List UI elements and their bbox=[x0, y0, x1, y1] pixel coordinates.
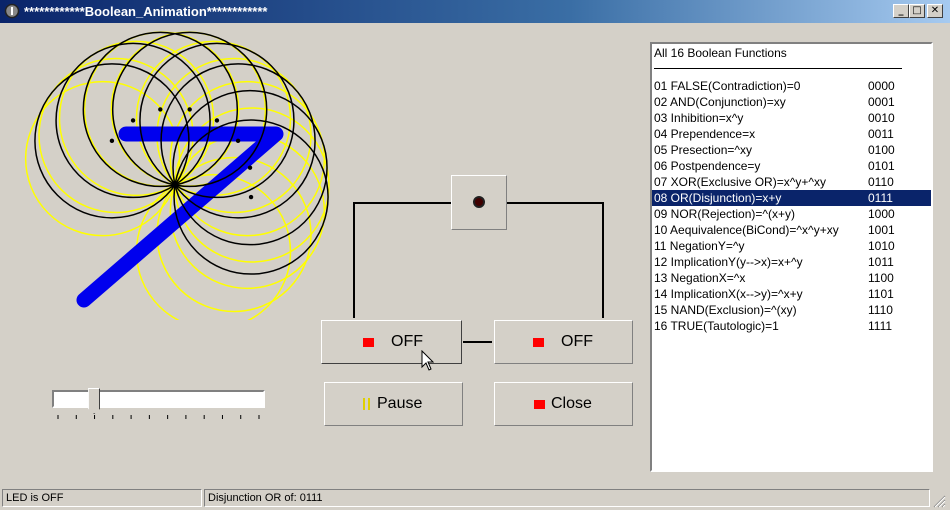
black-circle bbox=[139, 42, 295, 199]
close-label: Close bbox=[551, 395, 592, 412]
circuit-wires bbox=[353, 202, 604, 343]
function-label: 11 NegationY=^y bbox=[654, 239, 745, 253]
function-label: 03 Inhibition=x^y bbox=[654, 111, 744, 125]
speed-slider[interactable] bbox=[52, 388, 265, 422]
list-item[interactable]: 14 ImplicationX(x-->y)=^x+y 1101 bbox=[652, 286, 931, 302]
function-code: 0100 bbox=[868, 143, 895, 157]
black-circle bbox=[111, 31, 268, 188]
red-square-icon bbox=[363, 338, 374, 347]
list-header: All 16 Boolean Functions bbox=[654, 46, 787, 60]
status-led: LED is OFF bbox=[2, 489, 202, 507]
digit-seven-shape bbox=[76, 126, 284, 308]
resize-grip-icon[interactable] bbox=[932, 494, 946, 508]
pause-label: Pause bbox=[377, 395, 423, 412]
function-code: 1101 bbox=[868, 287, 894, 301]
list-item[interactable]: 12 ImplicationY(y-->x)=x+^y 1011 bbox=[652, 254, 931, 270]
title-bar[interactable]: ************Boolean_Animation***********… bbox=[0, 0, 950, 23]
list-item[interactable]: 03 Inhibition=x^y 0010 bbox=[652, 110, 931, 126]
led-indicator bbox=[451, 175, 507, 230]
status-function: Disjunction OR of: 0111 bbox=[204, 489, 930, 507]
circle-centre-dot bbox=[158, 107, 163, 112]
function-label: 16 TRUE(Tautologic)=1 bbox=[654, 319, 779, 333]
list-item[interactable]: 13 NegationX=^x 1100 bbox=[652, 270, 931, 286]
black-circle bbox=[82, 31, 239, 188]
function-code: 1111 bbox=[868, 319, 893, 333]
function-label: 12 ImplicationY(y-->x)=x+^y bbox=[654, 255, 803, 269]
function-label: 05 Presection=^xy bbox=[654, 143, 753, 157]
slider-track[interactable] bbox=[52, 390, 265, 408]
red-square-icon bbox=[533, 338, 544, 347]
circle-centre-dot bbox=[130, 118, 136, 123]
function-label: 08 OR(Disjunction)=x+y bbox=[654, 191, 782, 205]
circle-centre-dot bbox=[109, 138, 115, 144]
status-bar: LED is OFF Disjunction OR of: 0111 bbox=[0, 488, 950, 510]
black-circle bbox=[173, 119, 329, 275]
slider-thumb[interactable] bbox=[88, 388, 101, 414]
circle-centre-dot bbox=[214, 118, 220, 123]
circle-centre-dot bbox=[235, 138, 241, 144]
list-item[interactable]: 05 Presection=^xy 0100 bbox=[652, 142, 931, 158]
minimize-button[interactable]: _ bbox=[893, 4, 909, 18]
function-code: 0101 bbox=[868, 159, 895, 173]
circle-centre-dot bbox=[187, 107, 192, 112]
red-square-icon bbox=[534, 400, 545, 409]
function-label: 09 NOR(Rejection)=^(x+y) bbox=[654, 207, 796, 221]
function-code: 1100 bbox=[868, 271, 894, 285]
mouse-pointer-icon bbox=[421, 350, 435, 371]
boolean-functions-list[interactable]: All 16 Boolean Functions 01 FALSE(Contra… bbox=[650, 42, 933, 472]
list-item[interactable]: 10 Aequivalence(BiCond)=^x^y+xy 1001 bbox=[652, 222, 931, 238]
function-code: 0001 bbox=[868, 95, 895, 109]
function-code: 0110 bbox=[868, 175, 894, 189]
list-item[interactable]: 01 FALSE(Contradiction)=0 0000 bbox=[652, 78, 931, 94]
circle-centre-dot bbox=[247, 165, 253, 170]
black-circle bbox=[34, 63, 190, 219]
switch-x-button[interactable]: OFF bbox=[321, 320, 462, 364]
black-circle bbox=[172, 89, 328, 246]
function-label: 10 Aequivalence(BiCond)=^x^y+xy bbox=[654, 223, 839, 237]
list-item[interactable]: 02 AND(Conjunction)=xy 0001 bbox=[652, 94, 931, 110]
function-label: 04 Prependence=x bbox=[654, 127, 756, 141]
function-label: 15 NAND(Exclusion)=^(xy) bbox=[654, 303, 797, 317]
switch-x-label: OFF bbox=[391, 333, 423, 350]
led-icon bbox=[473, 196, 485, 208]
list-item[interactable]: 16 TRUE(Tautologic)=1 1111 bbox=[652, 318, 931, 334]
switch-y-button[interactable]: OFF bbox=[494, 320, 633, 364]
function-label: 01 FALSE(Contradiction)=0 bbox=[654, 79, 801, 93]
list-item[interactable]: 08 OR(Disjunction)=x+y 0111 bbox=[652, 190, 931, 206]
list-item[interactable]: 04 Prependence=x 0011 bbox=[652, 126, 931, 142]
boolean-animation-canvas bbox=[24, 31, 330, 320]
function-label: 13 NegationX=^x bbox=[654, 271, 746, 285]
app-icon bbox=[4, 3, 20, 19]
function-code: 0000 bbox=[868, 79, 895, 93]
black-circle bbox=[55, 42, 211, 199]
list-item[interactable]: 06 Postpendence=y 0101 bbox=[652, 158, 931, 174]
function-code: 1010 bbox=[868, 239, 895, 253]
black-circle bbox=[160, 63, 316, 219]
pause-button[interactable]: Pause bbox=[324, 382, 463, 426]
slider-ticks bbox=[57, 415, 260, 419]
list-item[interactable]: 15 NAND(Exclusion)=^(xy) 1110 bbox=[652, 302, 931, 318]
maximize-button[interactable]: □ bbox=[909, 4, 925, 18]
list-item[interactable]: 09 NOR(Rejection)=^(x+y) 1000 bbox=[652, 206, 931, 222]
circle-centre-dot bbox=[248, 194, 254, 200]
close-button[interactable]: Close bbox=[494, 382, 633, 426]
function-code: 1110 bbox=[868, 303, 893, 317]
function-code: 0010 bbox=[868, 111, 895, 125]
list-item[interactable]: 11 NegationY=^y 1010 bbox=[652, 238, 931, 254]
function-code: 0111 bbox=[868, 191, 893, 205]
switch-y-label: OFF bbox=[561, 333, 593, 350]
function-code: 1011 bbox=[868, 255, 894, 269]
function-code: 1000 bbox=[868, 207, 895, 221]
window-title: ************Boolean_Animation***********… bbox=[24, 4, 268, 19]
function-label: 06 Postpendence=y bbox=[654, 159, 761, 173]
function-label: 02 AND(Conjunction)=xy bbox=[654, 95, 786, 109]
close-window-button[interactable]: ✕ bbox=[927, 4, 943, 18]
pause-icon bbox=[363, 398, 370, 410]
function-label: 14 ImplicationX(x-->y)=^x+y bbox=[654, 287, 803, 301]
function-label: 07 XOR(Exclusive OR)=x^y+^xy bbox=[654, 175, 826, 189]
function-code: 1001 bbox=[868, 223, 895, 237]
header-divider bbox=[654, 68, 902, 69]
list-item[interactable]: 07 XOR(Exclusive OR)=x^y+^xy 0110 bbox=[652, 174, 931, 190]
function-code: 0011 bbox=[868, 127, 894, 141]
